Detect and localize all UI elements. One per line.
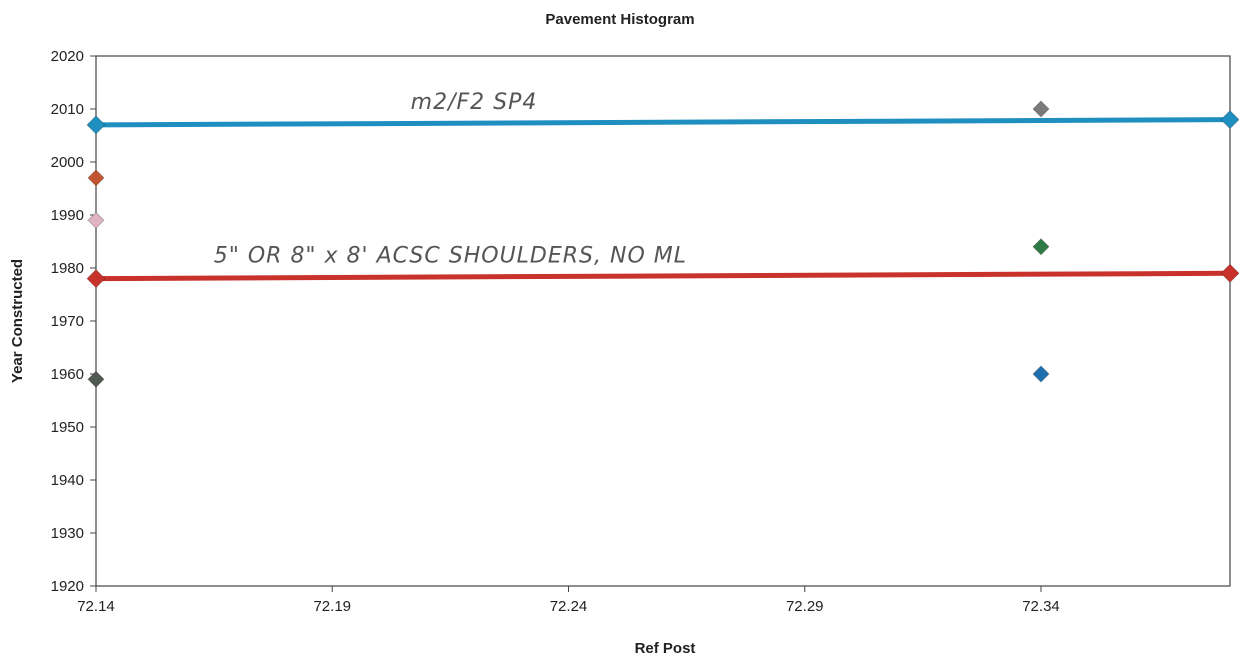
x-tick-label: 72.19 <box>313 598 351 615</box>
y-tick-label: 1970 <box>51 313 84 330</box>
y-tick-label: 1980 <box>51 260 84 277</box>
data-point-marker <box>1032 365 1050 383</box>
y-tick-label: 1990 <box>51 207 84 224</box>
x-tick-label: 72.29 <box>786 598 824 615</box>
y-tick-label: 1950 <box>51 419 84 436</box>
series-lines <box>86 110 1239 289</box>
line-point-marker <box>86 115 106 135</box>
plot-area <box>95 55 1231 587</box>
annotations: m2/F2 SP4 5" OR 8" x 8' ACSC SHOULDERS, N… <box>214 90 687 269</box>
series-points <box>87 100 1050 388</box>
y-tick-label: 2010 <box>51 101 84 118</box>
y-tick-label: 1940 <box>51 472 84 489</box>
y-tick-label: 2020 <box>51 48 84 65</box>
data-point-marker <box>87 169 105 187</box>
data-point-marker <box>1032 100 1050 118</box>
data-point-marker <box>1032 238 1050 256</box>
x-tick-label: 72.14 <box>77 598 115 615</box>
y-axis: 1920 1930 1940 1950 1960 1970 1980 1990 2000 2010… <box>51 48 96 595</box>
x-tick-label: 72.24 <box>550 598 588 615</box>
y-tick-label: 2000 <box>51 154 84 171</box>
x-axis-title: Ref Post <box>635 640 696 657</box>
x-tick-label: 72.34 <box>1022 598 1060 615</box>
y-tick-label: 1920 <box>51 578 84 595</box>
handwritten-annotation: m2/F2 SP4 <box>411 90 538 115</box>
x-axis: 72.14 72.19 72.24 72.29 72.34 <box>77 586 1060 615</box>
y-axis-title: Year Constructed <box>9 259 26 383</box>
handwritten-annotation: 5" OR 8" x 8' ACSC SHOULDERS, NO ML <box>214 244 687 269</box>
y-tick-label: 1930 <box>51 525 84 542</box>
data-point-marker <box>87 211 105 229</box>
line-point-marker <box>86 269 106 289</box>
line-point-marker <box>1220 263 1239 283</box>
series-line <box>95 270 1231 282</box>
data-point-marker <box>87 370 105 388</box>
line-point-marker <box>1220 110 1239 130</box>
chart-title: Pavement Histogram <box>545 11 694 28</box>
y-tick-label: 1960 <box>51 366 84 383</box>
series-line <box>95 117 1231 128</box>
